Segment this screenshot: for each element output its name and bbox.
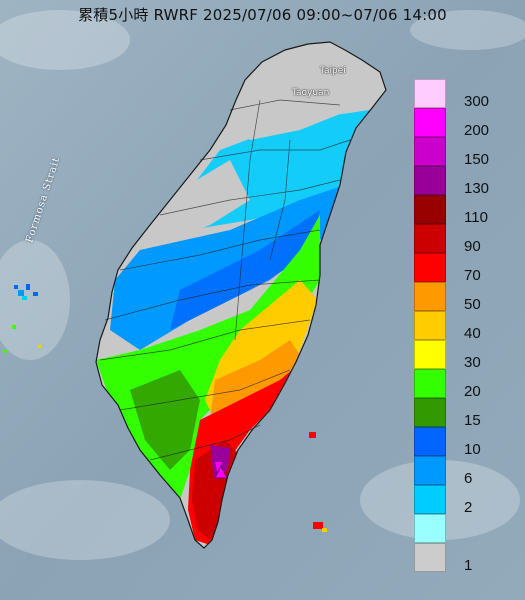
legend-row: 6: [414, 456, 518, 487]
legend-label: 15: [464, 412, 481, 429]
legend-label: 50: [464, 296, 481, 313]
legend-row: 20: [414, 369, 518, 400]
legend-swatch: [414, 108, 446, 137]
legend-swatch: [414, 166, 446, 195]
legend-label: 6: [464, 470, 473, 487]
legend-label: 70: [464, 267, 481, 284]
legend-swatch: [414, 456, 446, 485]
legend-swatch: [414, 398, 446, 427]
legend-swatch: [414, 543, 446, 572]
legend-row: 70: [414, 253, 518, 284]
legend-label: 90: [464, 238, 481, 255]
legend-row: 1: [414, 543, 518, 574]
legend-label: 30: [464, 354, 481, 371]
legend-row: 2: [414, 485, 518, 516]
legend-row: 50: [414, 282, 518, 313]
legend-swatch: [414, 224, 446, 253]
legend-label: 1: [464, 557, 473, 574]
map-title: 累積5小時 RWRF 2025/07/06 09:00~07/06 14:00: [78, 6, 447, 24]
legend-swatch: [414, 369, 446, 398]
legend-row: 300: [414, 79, 518, 110]
legend-swatch: [414, 514, 446, 543]
island-taiwan: [95, 41, 387, 549]
legend-swatch: [414, 282, 446, 311]
legend-row: 15: [414, 398, 518, 429]
penghu-islands: [4, 284, 41, 353]
legend-swatch: [414, 137, 446, 166]
label-taoyuan: Taoyuan: [292, 88, 330, 98]
legend-label: 130: [464, 180, 490, 197]
legend-swatch: [414, 311, 446, 340]
legend-swatch: [414, 485, 446, 514]
legend-label: 150: [464, 151, 490, 168]
legend-swatch: [414, 195, 446, 224]
color-legend: 300 200 150 130 110 90 70 50 40 30 20 15 10 6 2 1: [414, 79, 518, 574]
legend-label: 20: [464, 383, 481, 400]
legend-label: 2: [464, 499, 473, 516]
legend-label: 300: [464, 93, 490, 110]
max-rain-marker: [214, 464, 228, 479]
legend-label: 40: [464, 325, 481, 342]
legend-swatch: [414, 340, 446, 369]
legend-label: 10: [464, 441, 481, 458]
label-taipei: Taipei: [320, 66, 346, 76]
legend-swatch: [414, 79, 446, 108]
legend-row: 200: [414, 108, 518, 139]
legend-label: 200: [464, 122, 490, 139]
legend-row: 90: [414, 224, 518, 255]
legend-row: 40: [414, 311, 518, 342]
legend-row: 150: [414, 137, 518, 168]
legend-swatch: [414, 427, 446, 456]
legend-row: 10: [414, 427, 518, 458]
legend-label: 110: [464, 209, 488, 226]
legend-swatch: [414, 253, 446, 282]
legend-row: [414, 514, 518, 543]
legend-row: 30: [414, 340, 518, 371]
legend-row: 110: [414, 195, 518, 226]
east-islands: [309, 432, 327, 532]
legend-row: 130: [414, 166, 518, 197]
